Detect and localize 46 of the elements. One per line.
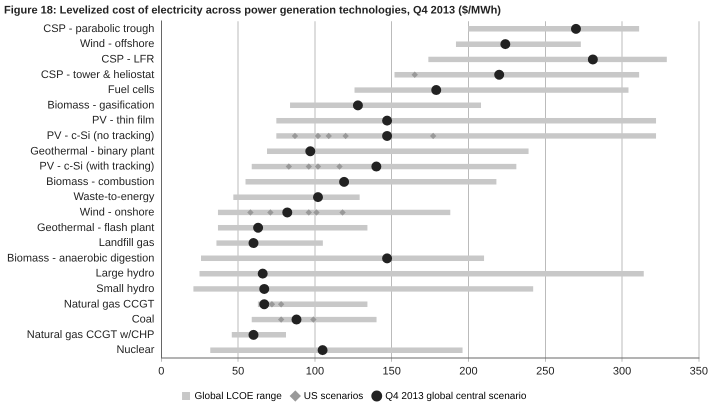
bar: [210, 347, 463, 353]
bar: [468, 26, 640, 32]
y-tick-label: Biomass - combustion: [46, 176, 154, 188]
x-tick-label: 50: [232, 365, 244, 378]
x-tick-label: 100: [306, 365, 324, 378]
y-tick-label: Small hydro: [96, 282, 154, 295]
chart-title: Figure 18: Levelized cost of electricity across power generation technologies, Q4 2013 ($/MWh): [4, 4, 502, 17]
y-tick-label: CSP - parabolic trough: [43, 22, 154, 35]
bar: [428, 56, 667, 62]
legend-label: Global LCOE range: [194, 390, 282, 402]
y-tick-label: CSP - tower & heliostat: [40, 68, 154, 81]
y-tick-label: Waste-to-energy: [73, 191, 155, 204]
y-tick-label: PV - c-Si (with tracking): [39, 160, 154, 173]
legend-label: Q4 2013 global central scenario: [385, 390, 527, 402]
x-tick-label: 150: [382, 365, 401, 378]
bar: [199, 270, 644, 276]
x-tick-label: 200: [459, 365, 478, 378]
y-tick-label: Biomass - anaerobic digestion: [6, 252, 154, 264]
y-tick-label: Landfill gas: [98, 237, 155, 250]
x-tick-label: 350: [690, 365, 708, 378]
y-tick-label: Fuel cells: [108, 84, 155, 96]
y-tick-label: CSP - LFR: [101, 53, 154, 66]
bar: [193, 286, 534, 292]
x-tick-label: 0: [158, 365, 164, 378]
y-tick-label: Natural gas CCGT w/CHP: [26, 328, 154, 341]
y-tick-label: Biomass - gasification: [47, 99, 154, 112]
y-tick-label: PV - thin film: [92, 114, 154, 127]
bar: [216, 240, 323, 246]
y-tick-label: Geothermal - binary plant: [30, 145, 154, 158]
bar: [354, 87, 629, 93]
y-tick-label: Wind - offshore: [80, 38, 154, 50]
y-tick-label: Large hydro: [96, 268, 154, 280]
y-tick-label: Geothermal - flash plant: [36, 222, 154, 234]
x-tick-label: 250: [536, 365, 554, 378]
bar: [276, 118, 656, 124]
y-tick-label: PV - c-Si (no tracking): [46, 130, 154, 142]
legend-label: US scenarios: [304, 390, 364, 402]
y-tick-label: Nuclear: [116, 344, 155, 356]
bar: [290, 102, 482, 108]
bar: [394, 72, 640, 78]
bar: [245, 179, 496, 185]
y-tick-label: Wind - onshore: [80, 206, 154, 218]
y-tick-label: Natural gas CCGT: [64, 298, 155, 310]
x-tick-label: 300: [612, 365, 632, 378]
bar: [200, 256, 484, 262]
y-tick-label: Coal: [132, 314, 154, 326]
